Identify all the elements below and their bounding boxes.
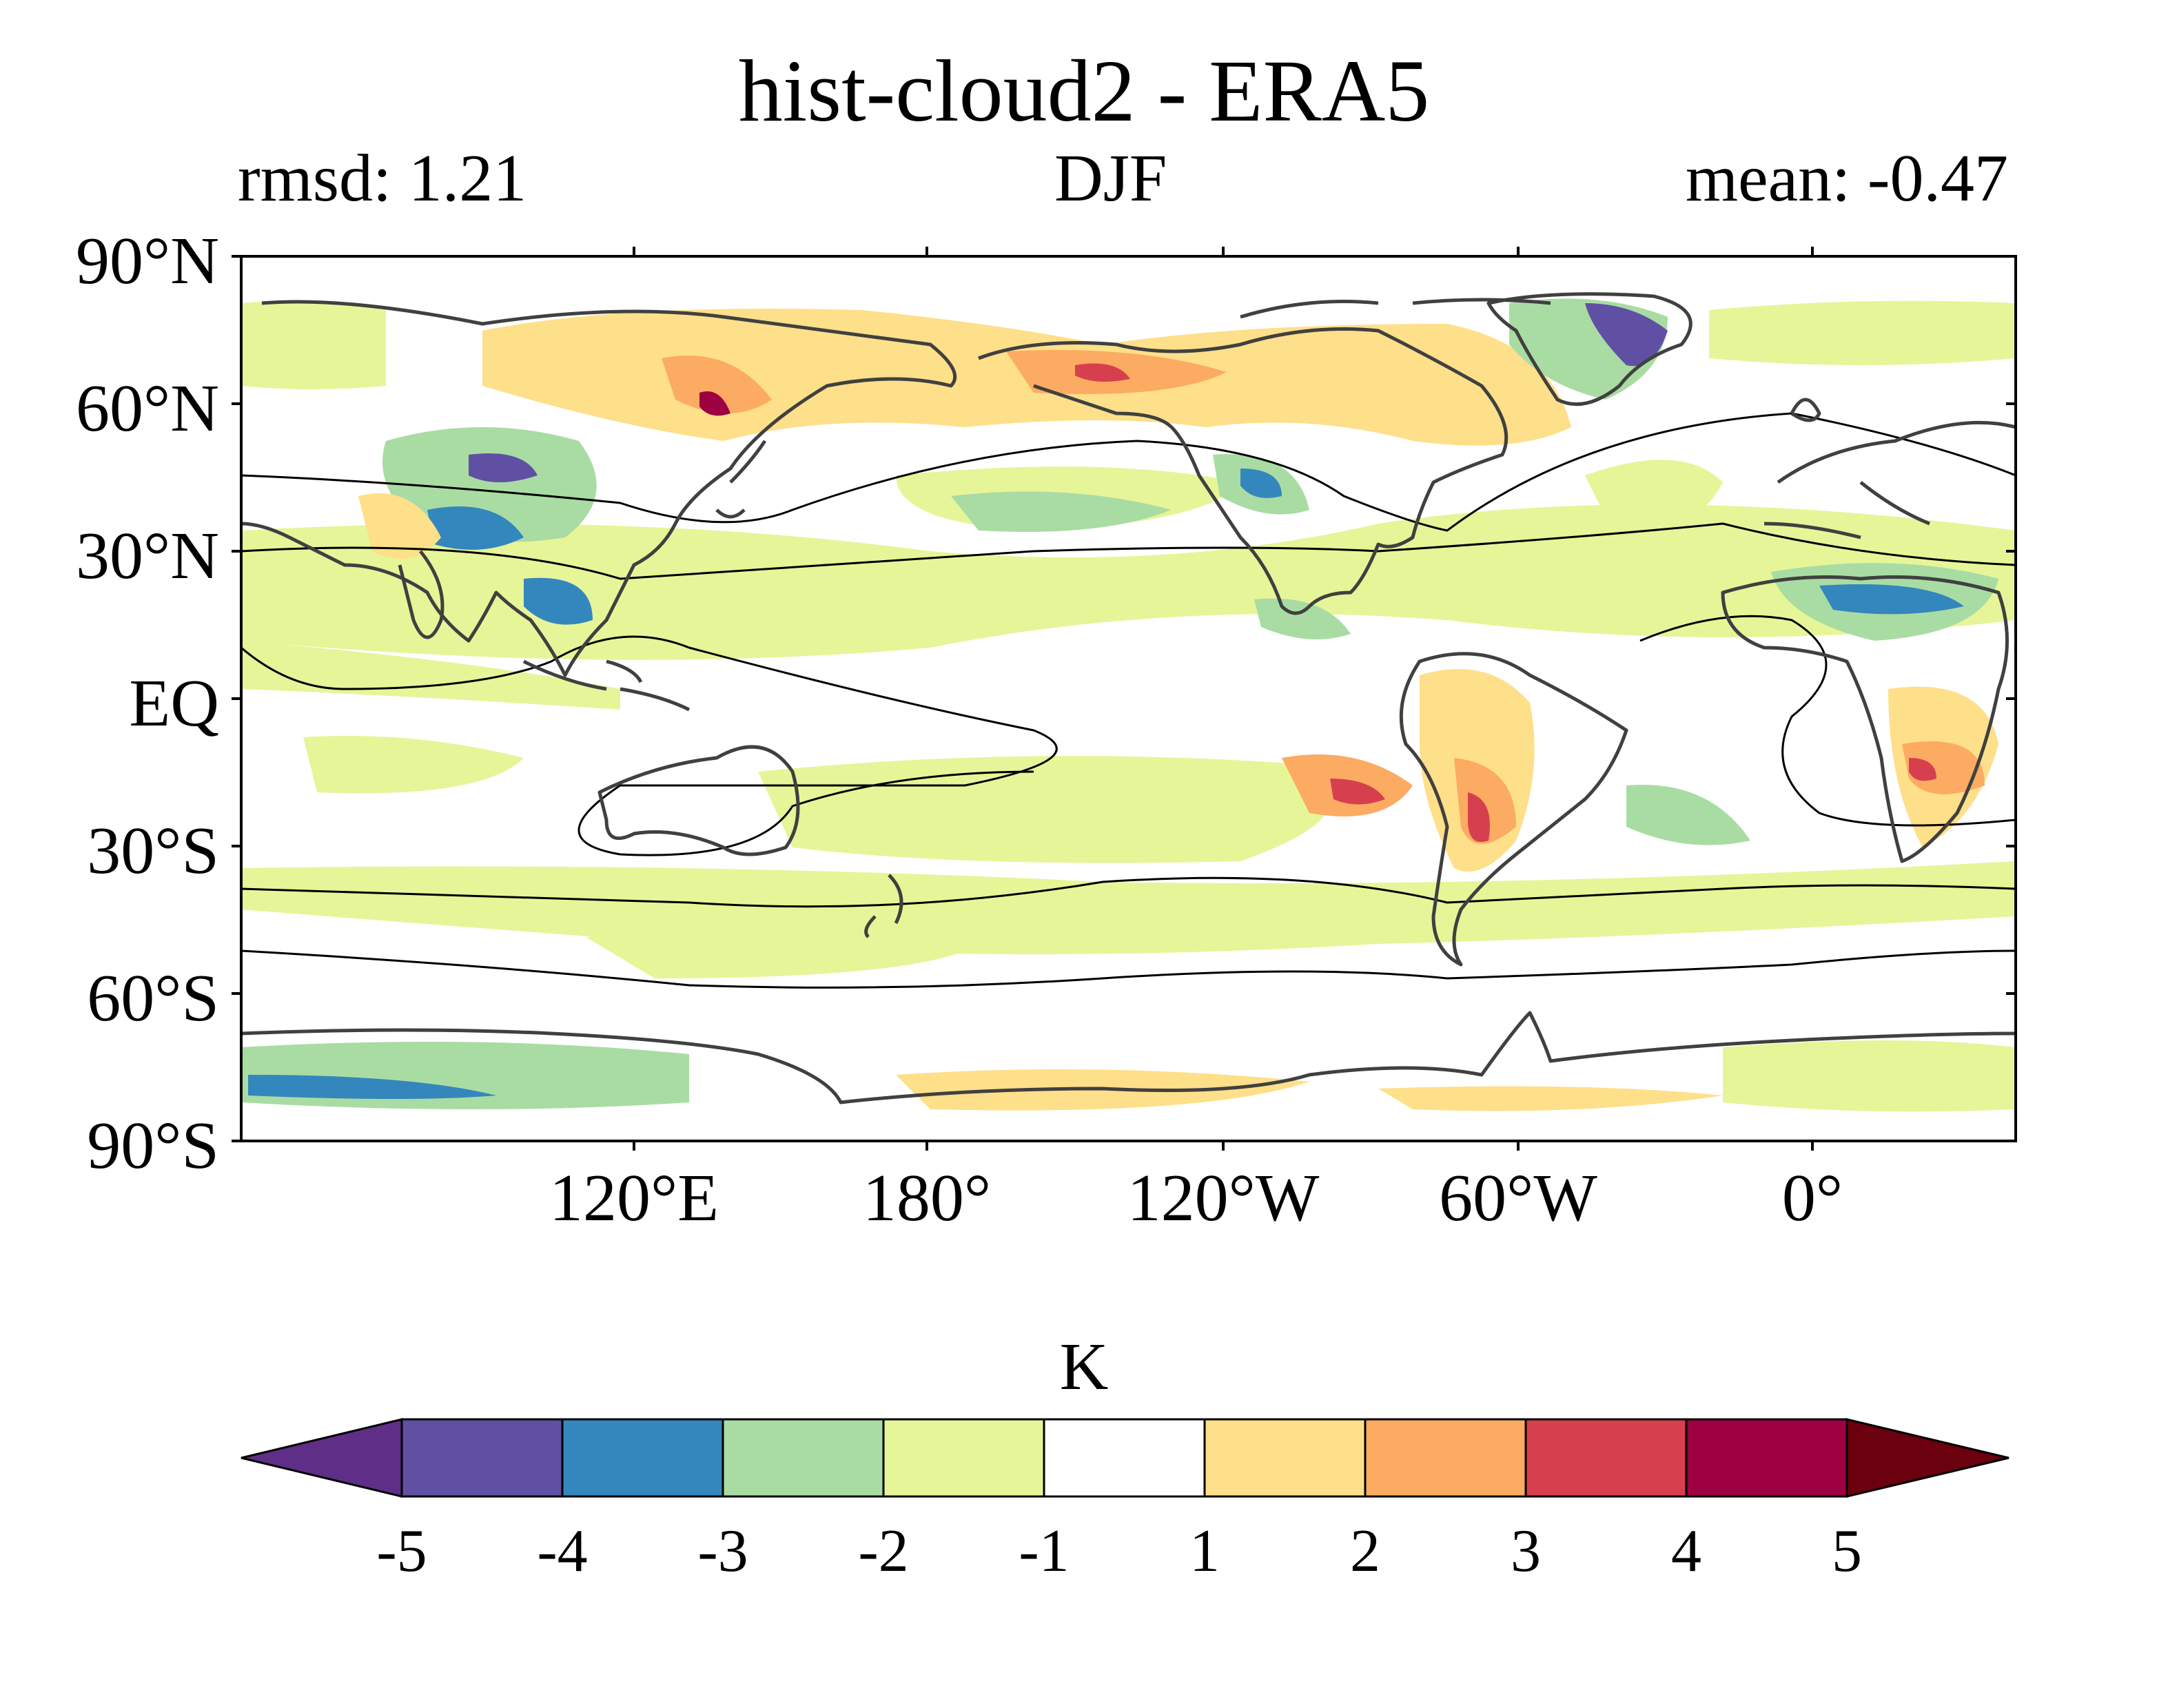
contour-sh-midlat <box>241 949 2016 989</box>
colorbar-tick: 5 <box>1832 1518 1862 1585</box>
colorbar-bin <box>1364 1418 1527 1498</box>
coast-antarctica <box>241 1011 2016 1104</box>
lon-label-0: 0° <box>1781 1161 1843 1235</box>
coast-australia <box>597 745 800 856</box>
colorbar-tick: 3 <box>1511 1518 1541 1585</box>
colorbar-tick: 1 <box>1189 1518 1220 1585</box>
lat-label-90n: 90°N <box>76 224 219 298</box>
colorbar-bin <box>1524 1418 1688 1498</box>
rmsd-stat: rmsd: 1.21 <box>238 141 527 216</box>
coast-eurasia <box>241 300 957 677</box>
field-antarctic-margin-cool <box>1723 1040 2016 1112</box>
reference-contours <box>241 412 2016 989</box>
coastlines <box>241 292 2016 1104</box>
lat-label-60s: 60°S <box>87 961 219 1036</box>
lat-label-60n: 60°N <box>76 371 219 446</box>
colorbar-unit: K <box>1059 1330 1109 1404</box>
colorbar-bin <box>722 1418 885 1498</box>
coast-india <box>398 550 444 639</box>
colorbar-bin <box>1043 1418 1206 1498</box>
lat-label-30n: 30°N <box>76 519 219 593</box>
colorbar-tick: 2 <box>1350 1518 1380 1585</box>
field-argentina-hot <box>1468 792 1490 842</box>
field-greenland-cold-core <box>1585 303 1668 367</box>
field-tibet-cold-core <box>427 506 524 550</box>
field-n-pacific-cold <box>951 491 1172 532</box>
lon-label-120w: 120°W <box>1127 1161 1320 1235</box>
colorbar-tick: -2 <box>858 1518 909 1585</box>
contour-nh-polar <box>241 412 2016 532</box>
colorbar-over-arrow <box>1845 1418 2010 1498</box>
lon-label-120e: 120°E <box>549 1161 719 1235</box>
colorbar-tick: -4 <box>537 1518 588 1585</box>
colorbar-tick: -5 <box>376 1518 427 1585</box>
coast-africa <box>1721 575 2009 863</box>
colorbar-under-arrow <box>241 1418 403 1498</box>
lat-label-30s: 30°S <box>87 814 219 888</box>
field-tibet-cold-spot <box>469 453 538 482</box>
chart-title: hist-cloud2 - ERA5 <box>738 42 1430 140</box>
field-band-nh-subtropics <box>241 504 2016 660</box>
field-band-se-pacific <box>758 756 1333 863</box>
contour-sh-subtropical <box>241 876 2016 908</box>
field-band-sh-subtropics <box>303 736 524 794</box>
coast-new-zealand <box>864 874 903 938</box>
coast-north-america <box>978 327 1509 615</box>
contour-itcz-west <box>241 635 1058 856</box>
anomaly-field <box>241 298 2016 1112</box>
field-canada-hot-spot <box>1075 363 1130 382</box>
coast-uk <box>1790 398 1821 422</box>
field-asia-warm <box>358 493 441 559</box>
field-se-pacific-hot <box>1330 779 1385 805</box>
field-se-asia-cold <box>524 577 593 625</box>
contour-atlantic-itcz <box>1639 615 2016 827</box>
field-west-antarctica-warm <box>1378 1086 1723 1111</box>
field-band-tropics-west <box>241 641 620 710</box>
lat-label-90s: 90°S <box>87 1109 219 1183</box>
mean-stat: mean: -0.47 <box>1685 141 2008 216</box>
field-north-atlantic-cool <box>1585 460 1723 532</box>
contour-nh-subtropical <box>241 522 2016 580</box>
field-east-antarctica-cold <box>241 1042 689 1109</box>
field-sahel-cold-core <box>1819 584 1964 615</box>
field-south-atlantic-cold <box>1626 785 1750 845</box>
lat-label-eq: EQ <box>129 666 219 741</box>
field-rockies-cold-core <box>1240 469 1282 498</box>
field-arctic-pacific <box>241 300 386 389</box>
field-east-antarctica-cold-core <box>248 1075 496 1099</box>
colorbar-tick: 4 <box>1671 1518 1701 1585</box>
lon-label-60w: 60°W <box>1439 1161 1597 1235</box>
coast-south-america <box>1399 652 1628 967</box>
field-southern-africa-hot <box>1909 758 1936 781</box>
field-band-southern-ocean <box>586 929 965 978</box>
colorbar-tick: -3 <box>697 1518 748 1585</box>
colorbar-bin <box>1203 1418 1367 1498</box>
season-label: DJF <box>1054 141 1167 216</box>
colorbar-tick: -1 <box>1019 1518 1070 1585</box>
field-arctic-atlantic <box>1709 300 2016 365</box>
coast-japan <box>715 440 767 519</box>
colorbar-bin <box>882 1418 1045 1498</box>
colorbar <box>241 1418 2010 1498</box>
field-siberia-hot-spot <box>699 391 730 416</box>
field-band-sh-midlat <box>241 861 2016 954</box>
axis-ticks <box>232 247 2016 1151</box>
coast-greenland <box>1486 292 1693 407</box>
coast-arctic-islands <box>1240 298 1551 319</box>
colorbar-bin <box>1685 1418 1848 1498</box>
coast-europe <box>1763 420 2016 539</box>
colorbar-bin <box>400 1418 564 1498</box>
field-se-pacific-cold <box>1254 598 1351 639</box>
colorbar-bin <box>561 1418 724 1498</box>
coast-indonesia <box>522 659 691 712</box>
field-southern-africa-core <box>1902 741 1985 794</box>
lon-label-180: 180° <box>862 1161 992 1235</box>
field-siberia-warm-core <box>662 356 772 413</box>
